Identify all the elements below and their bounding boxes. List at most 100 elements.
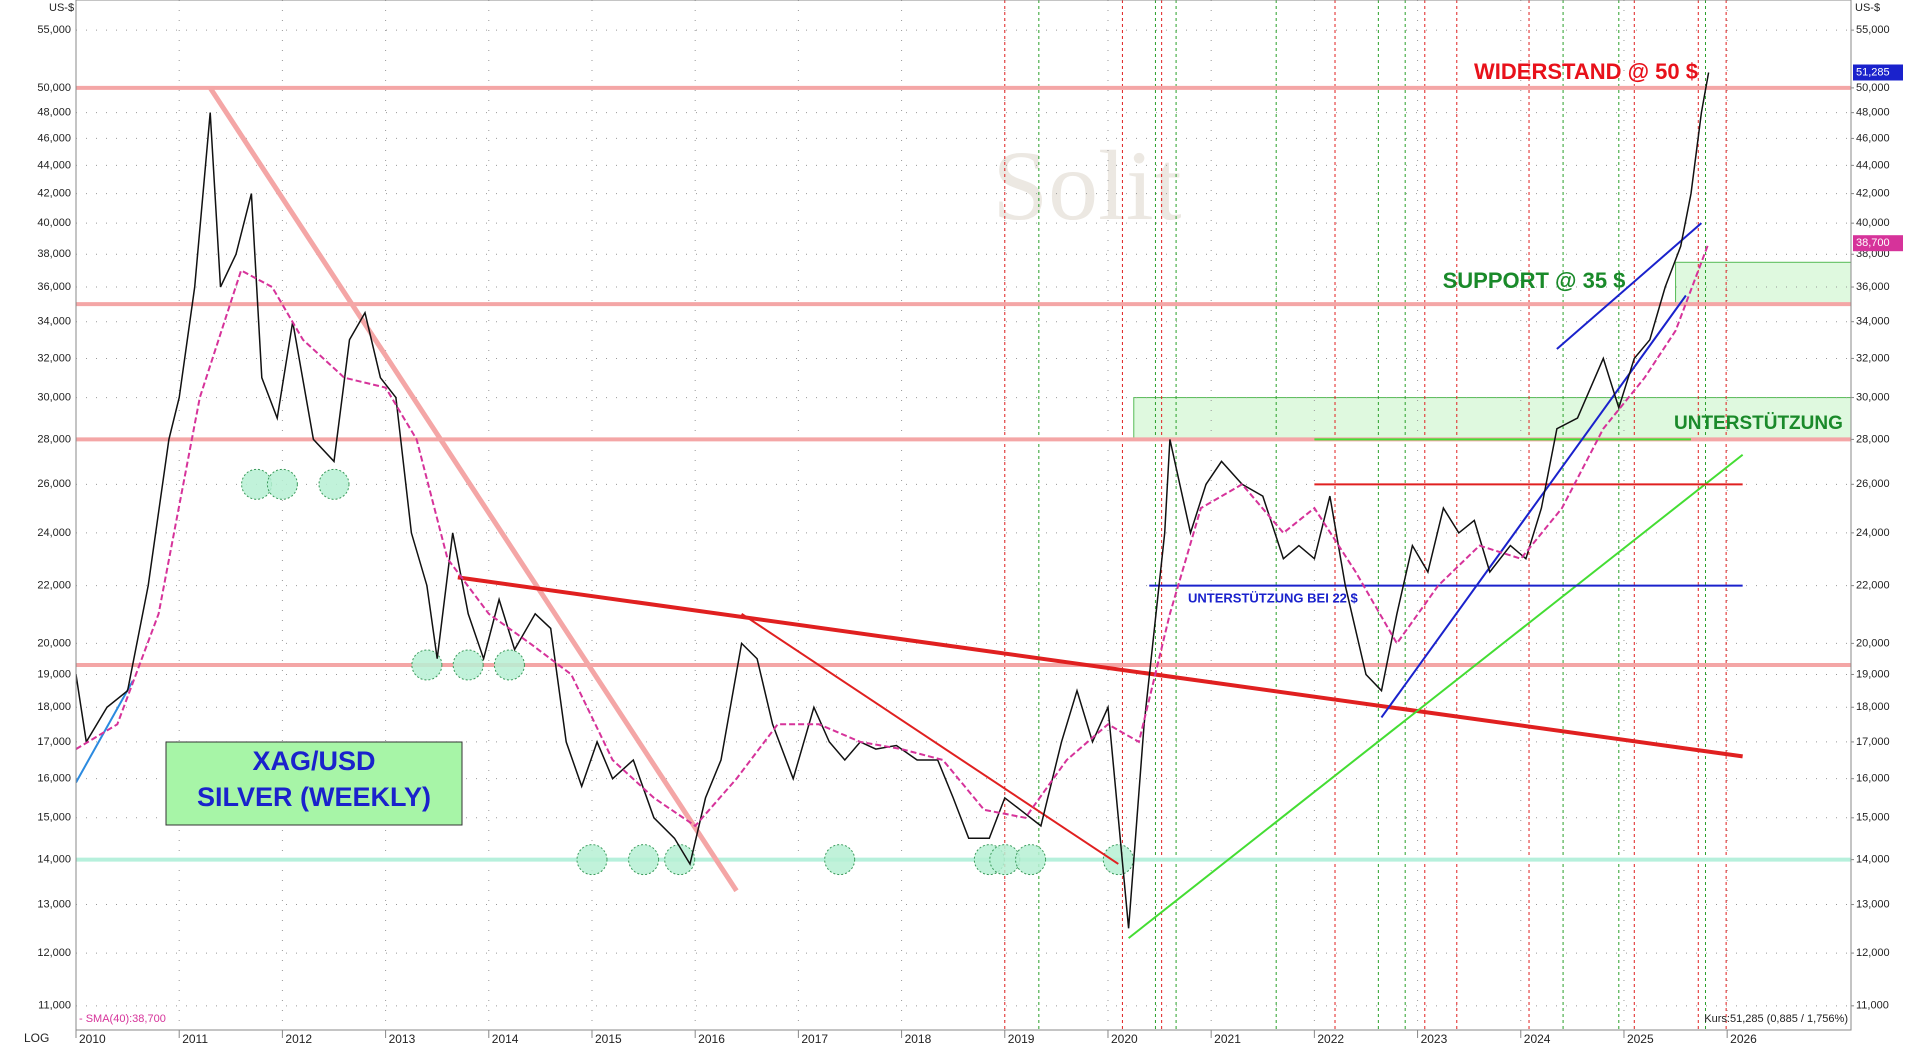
y-tick-label: 20,000 [1856, 637, 1890, 649]
y-tick-label: 40,000 [37, 217, 71, 229]
y-tick-label: 46,000 [1856, 132, 1890, 144]
low-marker [1102, 844, 1134, 876]
y-tick-label: 44,000 [1856, 159, 1890, 171]
y-tick-label: 17,000 [1856, 736, 1890, 748]
y-tick-label: 28,000 [1856, 433, 1890, 445]
y-tick-label: 22,000 [37, 580, 71, 592]
low-marker [411, 649, 443, 681]
annotation: SUPPORT @ 35 $ [1443, 268, 1626, 293]
axis-unit: US-$ [49, 2, 74, 14]
watermark: Solit [993, 130, 1182, 241]
price-tag [1853, 64, 1903, 81]
y-tick-label: 46,000 [37, 132, 71, 144]
y-tick-label: 42,000 [37, 187, 71, 199]
low-marker [989, 844, 1021, 876]
y-tick-label: 26,000 [1856, 478, 1890, 490]
y-tick-label: 36,000 [37, 281, 71, 293]
y-tick-label: 11,000 [38, 1000, 71, 1012]
trend-line [741, 612, 1119, 865]
trend-line [457, 575, 1743, 759]
y-tick-label: 24,000 [37, 527, 71, 539]
title-box [165, 741, 463, 826]
y-tick-label: 34,000 [1856, 316, 1890, 328]
x-tick-label: 2025 [1627, 1032, 1654, 1046]
y-tick-label: 28,000 [37, 433, 71, 445]
x-tick-label: 2014 [492, 1032, 519, 1046]
x-tick-label: 2021 [1214, 1032, 1241, 1046]
y-tick-label: 26,000 [37, 478, 71, 490]
price-tag-label: 51,285 [1856, 66, 1890, 78]
sma-line [76, 242, 1710, 828]
y-tick-label: 30,000 [37, 391, 71, 403]
price-tag-label: 38,700 [1856, 237, 1890, 249]
x-tick-label: 2018 [905, 1032, 932, 1046]
scale-label: LOG [24, 1031, 49, 1045]
low-marker [1015, 844, 1047, 876]
trend-line [1556, 222, 1703, 350]
x-tick-label: 2012 [285, 1032, 312, 1046]
y-tick-label: 15,000 [37, 812, 71, 824]
y-tick-label: 24,000 [1856, 527, 1890, 539]
low-marker [493, 649, 525, 681]
plot-area: UNTERSTÜTZUNG [76, 0, 1851, 1030]
y-tick-label: 48,000 [1856, 107, 1890, 119]
x-tick-label: 2022 [1317, 1032, 1344, 1046]
y-tick-label: 32,000 [1856, 352, 1890, 364]
y-tick-label: 38,000 [37, 248, 71, 260]
y-tick-label: 50,000 [1856, 82, 1890, 94]
x-tick-label: 2019 [1008, 1032, 1035, 1046]
annotation: UNTERSTÜTZUNG [1674, 413, 1843, 434]
y-tick-label: 22,000 [1856, 580, 1890, 592]
y-tick-label: 40,000 [1856, 217, 1890, 229]
y-tick-label: 17,000 [37, 736, 71, 748]
low-marker [628, 844, 660, 876]
zone [1675, 261, 1851, 305]
y-tick-label: 18,000 [37, 701, 71, 713]
y-tick-label: 12,000 [37, 947, 71, 959]
y-tick-label: 14,000 [37, 854, 71, 866]
x-tick-label: 2015 [595, 1032, 622, 1046]
y-tick-label: 50,000 [37, 82, 71, 94]
trend-line [76, 680, 134, 783]
y-tick-label: 30,000 [1856, 391, 1890, 403]
annotation: UNTERSTÜTZUNG BEI 22 $ [1188, 590, 1359, 605]
y-tick-label: 16,000 [37, 773, 71, 785]
x-tick-label: 2017 [801, 1032, 828, 1046]
y-tick-label: 13,000 [37, 898, 71, 910]
quote: Kurs:51,285 (0,885 / 1,756%) [1704, 1013, 1848, 1025]
y-tick-label: 55,000 [1856, 24, 1890, 36]
y-tick-label: 19,000 [37, 668, 71, 680]
chart-title: XAG/USD [252, 746, 375, 776]
x-tick-label: 2026 [1730, 1032, 1757, 1046]
x-tick-label: 2016 [698, 1032, 725, 1046]
y-tick-label: 20,000 [37, 637, 71, 649]
zone [1133, 397, 1851, 440]
y-tick-label: 18,000 [1856, 701, 1890, 713]
low-marker [824, 844, 856, 876]
y-tick-label: 42,000 [1856, 187, 1890, 199]
trend-line [208, 86, 739, 893]
price-tag [1853, 235, 1903, 252]
y-tick-label: 11,000 [1856, 1000, 1889, 1012]
y-tick-label: 32,000 [37, 352, 71, 364]
y-tick-label: 13,000 [1856, 898, 1890, 910]
low-marker [576, 844, 608, 876]
trend-line [1380, 294, 1687, 719]
axis-unit: US-$ [1855, 2, 1880, 14]
x-tick-label: 2013 [389, 1032, 416, 1046]
legend-entry: - SMA(40):38,700 [79, 1013, 166, 1025]
low-marker [318, 468, 350, 500]
x-tick-label: 2010 [79, 1032, 106, 1046]
y-tick-label: 36,000 [1856, 281, 1890, 293]
y-tick-label: 15,000 [1856, 812, 1890, 824]
y-tick-label: 14,000 [1856, 854, 1890, 866]
y-tick-label: 19,000 [1856, 668, 1890, 680]
low-marker [452, 649, 484, 681]
x-tick-label: 2011 [182, 1032, 208, 1046]
trend-line [1127, 453, 1744, 939]
y-tick-label: 16,000 [1856, 773, 1890, 785]
annotation: WIDERSTAND @ 50 $ [1474, 59, 1698, 84]
